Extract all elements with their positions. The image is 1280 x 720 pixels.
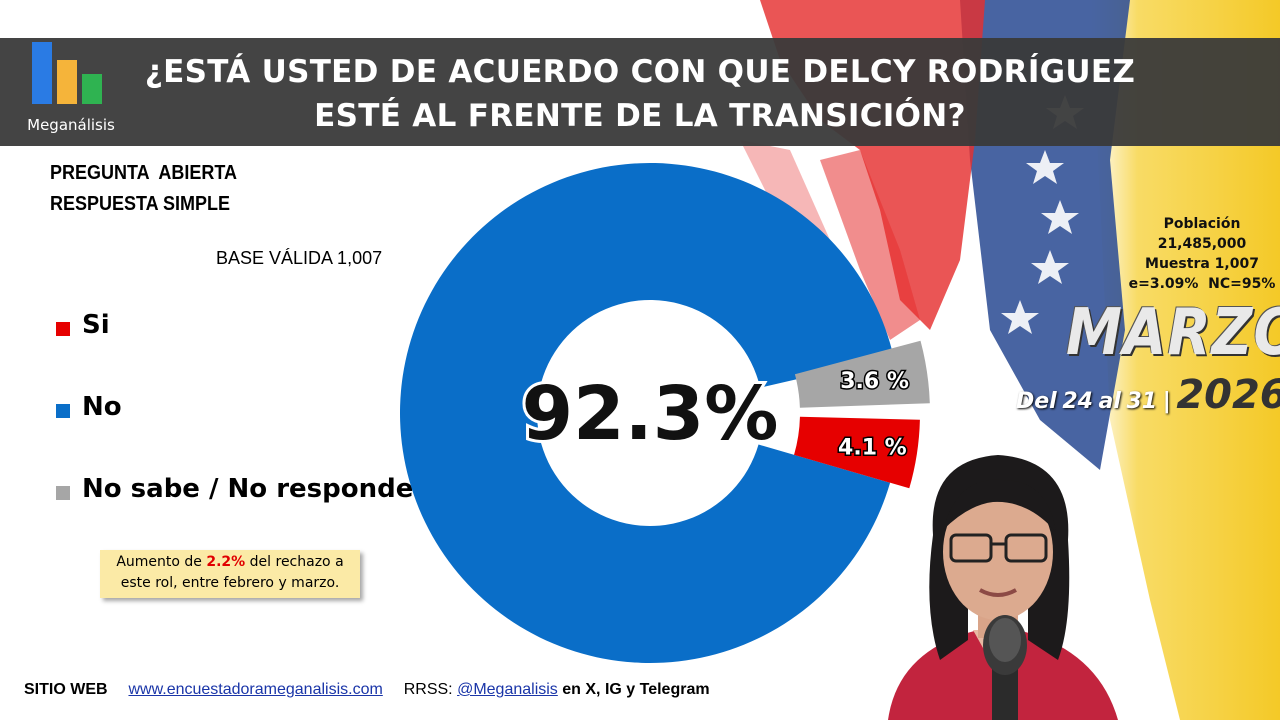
note-highlight: 2.2%	[206, 554, 246, 570]
brand-name: Meganálisis	[27, 116, 115, 134]
period-year: 2026	[1176, 372, 1280, 418]
person-photo	[888, 455, 1118, 720]
footer-rrss-label: RRSS:	[403, 681, 453, 698]
footer-handle-link[interactable]: @Meganalisis	[457, 681, 558, 698]
note-box: Aumento de 2.2% del rechazo a este rol, …	[100, 550, 360, 598]
footer: SITIO WEB www.encuestadorameganalisis.co…	[24, 681, 710, 699]
note-line-1-rest: del rechazo a	[245, 554, 344, 570]
logo-bar-green	[82, 74, 102, 104]
header-band	[0, 38, 1280, 146]
footer-networks: en X, IG y Telegram	[562, 681, 710, 698]
base-label: BASE VÁLIDA 1,007	[216, 248, 383, 268]
sample-stats: Población 21,485,000 Muestra 1,007 e=3.0…	[1124, 214, 1280, 294]
period-month: MARZO	[1066, 296, 1280, 370]
question-type: PREGUNTA ABIERTA RESPUESTA SIMPLE	[50, 158, 237, 220]
title-line-2: ESTÉ AL FRENTE DE LA TRANSICIÓN?	[314, 98, 966, 134]
legend-label-si: Si	[82, 310, 110, 340]
donut-slice-no	[400, 162, 894, 663]
dates-separator: |	[1162, 389, 1171, 414]
poblacion-label: Población	[1163, 216, 1241, 232]
legend-label-ns: No sabe / No responde	[82, 474, 414, 504]
legend-swatch-ns	[56, 486, 70, 500]
brand-logo: Meganálisis	[26, 42, 116, 138]
legend-label-no: No	[82, 392, 122, 422]
note-prefix: Aumento de	[116, 554, 207, 570]
footer-web-label: SITIO WEB	[24, 681, 108, 698]
day-end: 31	[1126, 389, 1158, 414]
donut-label-no: 92.3%	[522, 371, 779, 457]
donut-slice-ns	[794, 340, 930, 408]
dates-mid: al	[1098, 389, 1121, 414]
logo-bar-yellow	[57, 60, 77, 104]
margin-error: e=3.09% NC=95%	[1128, 276, 1276, 292]
day-start: 24	[1062, 389, 1093, 414]
question-type-line-1: PREGUNTA ABIERTA	[50, 162, 238, 184]
note-line-1: Aumento de 2.2% del rechazo a	[100, 552, 360, 573]
donut-slice-si	[794, 416, 920, 489]
footer-web-link[interactable]: www.encuestadorameganalisis.com	[128, 681, 383, 698]
dates-prefix: Del	[1016, 389, 1057, 414]
muestra: Muestra 1,007	[1145, 256, 1259, 272]
poblacion-value: 21,485,000	[1157, 236, 1247, 252]
period-dates: Del 24 al 31 | 2026	[1016, 372, 1280, 418]
legend-swatch-no	[56, 404, 70, 418]
donut-chart: 92.3% 3.6 % 4.1 %	[400, 162, 930, 663]
note-line-2: este rol, entre febrero y marzo.	[120, 575, 340, 591]
donut-label-ns: 3.6 %	[840, 369, 909, 394]
title-line-1: ¿ESTÁ USTED DE ACUERDO CON QUE DELCY ROD…	[144, 54, 1136, 90]
legend-swatch-si	[56, 322, 70, 336]
chart-title: ¿ESTÁ USTED DE ACUERDO CON QUE DELCY ROD…	[140, 50, 1140, 138]
donut-label-si: 4.1 %	[838, 436, 907, 461]
question-type-line-2: RESPUESTA SIMPLE	[50, 193, 231, 215]
logo-bar-blue	[32, 42, 52, 104]
